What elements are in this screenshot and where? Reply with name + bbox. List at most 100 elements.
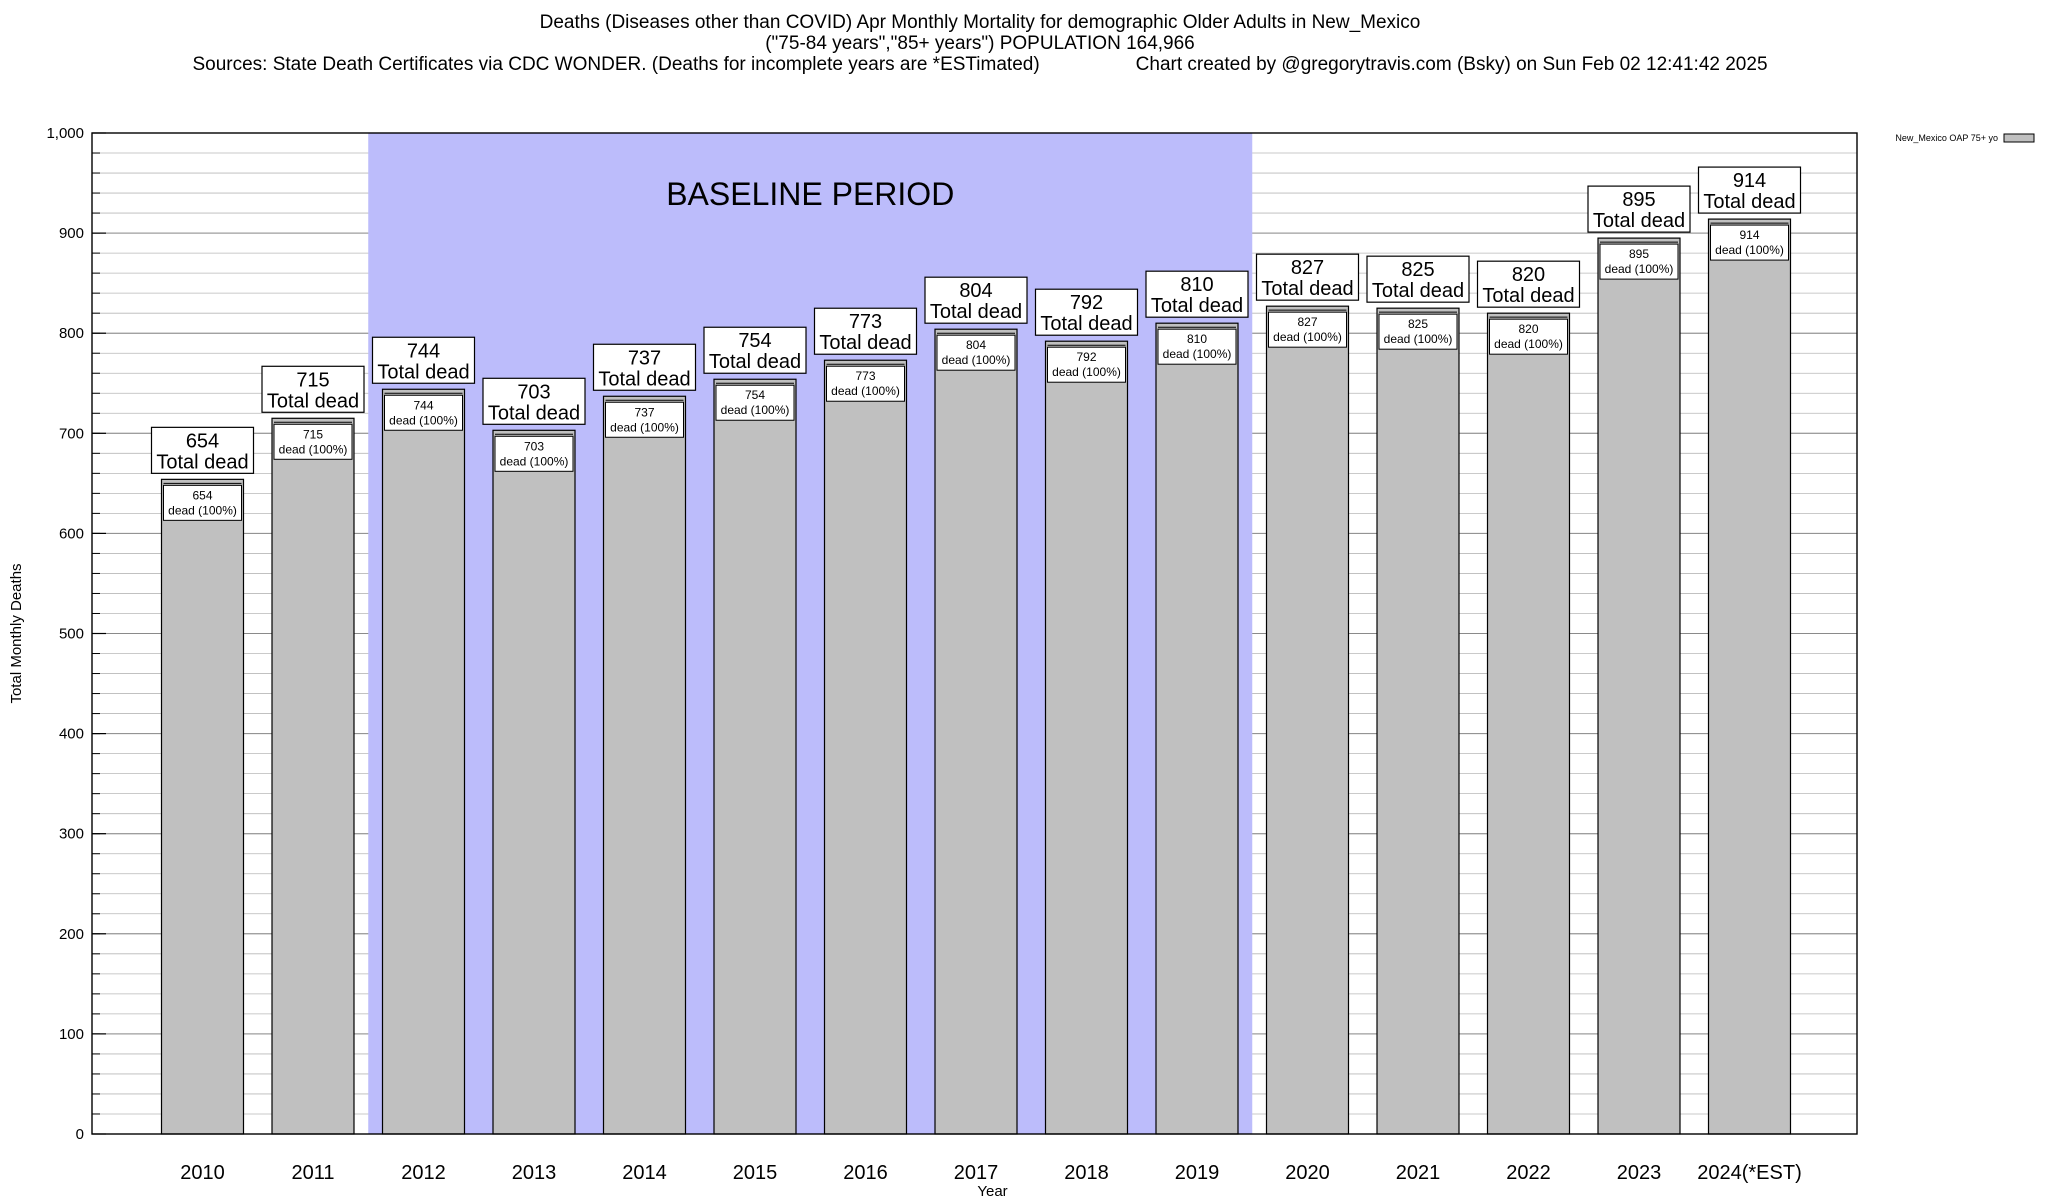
x-tick-label: 2018: [1064, 1162, 1109, 1184]
y-tick-label: 900: [59, 225, 84, 242]
bar-inner-label-box: [715, 384, 795, 421]
bar-top-caption: Total dead: [156, 451, 248, 473]
x-tick-label: 2011: [291, 1162, 334, 1184]
bar-top-caption: Total dead: [1151, 295, 1243, 317]
chart-subtitle: ("75-84 years","85+ years") POPULATION 1…: [765, 33, 1195, 54]
bar-top-label-box: [150, 426, 255, 474]
bar-inner-label-box: [1157, 328, 1237, 365]
bar-inner-value: 737: [634, 405, 654, 419]
bar-top-value: 715: [296, 369, 329, 391]
bar-top-caption: Total dead: [1372, 280, 1464, 302]
bar-inner-caption: dead (100%): [500, 454, 569, 468]
bar-top-value: 703: [517, 381, 550, 403]
bar: [934, 328, 1018, 1135]
bar-top-label-box: [1145, 270, 1249, 318]
bar-inner-label-box: [605, 401, 684, 438]
bar-top-caption: Total dead: [488, 402, 580, 424]
chart-title: Deaths (Diseases other than COVID) Apr M…: [539, 12, 1421, 33]
bar-inner-caption: dead (100%): [942, 353, 1011, 367]
bar: [602, 395, 687, 1135]
bar-top-label-box: [1034, 288, 1139, 336]
bar-top-value: 744: [407, 340, 440, 362]
bar-top-caption: Total dead: [819, 332, 911, 354]
chart-sources-line: Sources: State Death Certificates via CD…: [0, 54, 1960, 75]
bars: [160, 218, 1792, 1135]
bar-top-value: 737: [628, 347, 661, 369]
bar-top-label-box: [1255, 253, 1360, 301]
bar-inner-caption: dead (100%): [831, 384, 900, 398]
bar-inner-caption: dead (100%): [1052, 365, 1121, 379]
bar-inner-value: 827: [1297, 315, 1317, 329]
y-tick-label: 500: [59, 626, 84, 643]
bar-inner-value: 895: [1629, 247, 1649, 261]
x-tick-label: 2022: [1506, 1162, 1551, 1184]
bar-inner-value: 754: [745, 388, 765, 402]
bar-top-caption: Total dead: [709, 351, 801, 373]
y-tick-label: 700: [59, 425, 84, 442]
bar-inner-value: 820: [1518, 322, 1538, 336]
bar-inner-caption: dead (100%): [168, 503, 237, 517]
bar-top-caption: Total dead: [1040, 313, 1132, 335]
bar-top-label-box: [1587, 185, 1691, 233]
bar-inner-label-box: [1268, 311, 1347, 348]
bar-inner-label-box: [1378, 313, 1458, 350]
baseline-label: BASELINE PERIOD: [666, 176, 954, 212]
bar-inner-label-box: [826, 365, 905, 402]
bar-inner-value: 810: [1187, 332, 1207, 346]
bar: [381, 388, 466, 1135]
bar-inner-label-box: [494, 435, 574, 472]
x-tick-label: 2014: [622, 1162, 667, 1184]
bar-top-label-box: [924, 276, 1028, 324]
bar-top-value: 820: [1512, 264, 1545, 286]
bar-inner-caption: dead (100%): [1273, 330, 1342, 344]
bar: [1707, 218, 1792, 1135]
bar-inner-value: 715: [303, 427, 323, 441]
bar-top-label-box: [1697, 166, 1802, 214]
x-tick-label: 2024(*EST): [1697, 1162, 1802, 1184]
bar-top-value: 754: [738, 330, 771, 352]
bar-inner-label-box: [384, 394, 463, 431]
bar-top-value: 825: [1401, 259, 1434, 281]
bar-top-caption: Total dead: [377, 361, 469, 383]
bar-top-caption: Total dead: [598, 368, 690, 390]
bar-inner-label-box: [1489, 318, 1568, 355]
bar-top-label-box: [1476, 260, 1581, 308]
bar-inner-caption: dead (100%): [1605, 262, 1674, 276]
bar-inner-value: 914: [1739, 228, 1759, 242]
bar: [1597, 237, 1681, 1135]
bar-top-caption: Total dead: [1482, 285, 1574, 307]
bar: [823, 359, 908, 1135]
chart-sources: Sources: State Death Certificates via CD…: [192, 54, 1040, 75]
bar-inner-caption: dead (100%): [1494, 337, 1563, 351]
bar-top-value: 914: [1733, 170, 1766, 192]
bar-top-value: 654: [186, 430, 219, 452]
legend-label: New_Mexico OAP 75+ yo: [1895, 133, 1998, 143]
bar-inner-value: 825: [1408, 317, 1428, 331]
bar-inner-label-box: [936, 334, 1016, 371]
bar-top-value: 792: [1070, 292, 1103, 314]
bar-top-label-box: [592, 343, 697, 391]
bar-inner-label-box: [163, 484, 242, 521]
x-tick-label: 2021: [1396, 1162, 1441, 1184]
bar-inner-value: 703: [524, 439, 544, 453]
bar: [713, 378, 797, 1135]
bar-top-value: 895: [1622, 189, 1655, 211]
x-tick-label: 2020: [1285, 1162, 1330, 1184]
bar: [1486, 312, 1571, 1135]
legend: New_Mexico OAP 75+ yo: [1895, 133, 2035, 143]
y-tick-label: 1,000: [46, 125, 84, 142]
bar-top-caption: Total dead: [930, 301, 1022, 323]
x-tick-label: 2013: [512, 1162, 557, 1184]
bar-top-value: 810: [1180, 274, 1213, 296]
bar: [160, 478, 245, 1135]
x-tick-label: 2010: [180, 1162, 225, 1184]
y-tick-label: 0: [76, 1126, 84, 1143]
plot-frame: [91, 132, 1858, 1135]
bar-inner-caption: dead (100%): [610, 420, 679, 434]
bar-inner-value: 744: [413, 398, 433, 412]
bar-top-value: 773: [849, 311, 882, 333]
bar-inner-caption: dead (100%): [389, 413, 458, 427]
bar: [1265, 305, 1350, 1135]
x-tick-label: 2016: [843, 1162, 888, 1184]
x-tick-label: 2023: [1617, 1162, 1662, 1184]
